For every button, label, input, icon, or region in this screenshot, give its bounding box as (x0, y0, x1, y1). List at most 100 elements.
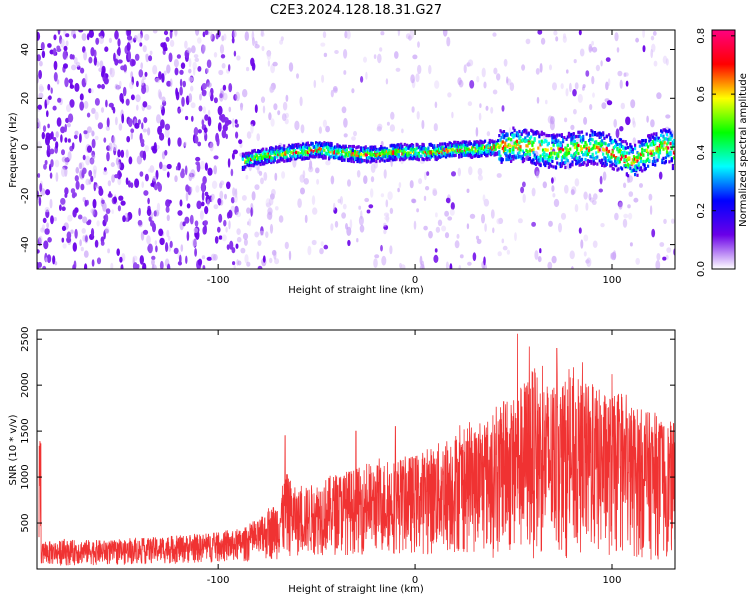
signal-cell (501, 146, 504, 151)
signal-cell (528, 136, 532, 140)
signal-cell (325, 152, 328, 156)
signal-cell (400, 144, 403, 148)
noise-speckle (123, 64, 127, 72)
signal-cell (270, 158, 273, 163)
signal-cell (420, 147, 423, 151)
signal-cell (635, 167, 638, 171)
signal-cell (244, 152, 247, 156)
noise-speckle (144, 145, 149, 152)
signal-cell (436, 156, 439, 160)
noise-speckle (64, 193, 68, 198)
signal-cell (615, 156, 618, 160)
signal-cell (316, 145, 319, 149)
signal-cell (258, 161, 261, 165)
noise-speckle (632, 137, 636, 145)
noise-speckle (53, 60, 58, 71)
noise-speckle (100, 240, 105, 246)
signal-cell (622, 139, 625, 144)
signal-cell (559, 162, 562, 166)
noise-speckle (91, 138, 96, 149)
noise-speckle (73, 57, 78, 65)
y-tick-label: -40 (20, 236, 31, 252)
noise-speckle (55, 131, 59, 138)
noise-speckle (86, 33, 90, 41)
noise-speckle (50, 215, 54, 225)
noise-speckle (183, 141, 187, 147)
noise-speckle (184, 40, 188, 49)
signal-cell (608, 158, 611, 162)
signal-cell (318, 154, 321, 159)
signal-cell (609, 138, 612, 142)
noise-speckle (136, 155, 143, 165)
signal-cell (329, 147, 332, 151)
signal-cell (469, 142, 472, 146)
signal-cell (402, 152, 405, 156)
noise-speckle (38, 84, 44, 91)
signal-cell (243, 154, 246, 158)
signal-cell (534, 130, 537, 135)
noise-speckle (583, 116, 588, 125)
noise-speckle (158, 71, 162, 81)
signal-cell (367, 159, 370, 163)
noise-speckle (320, 241, 324, 247)
noise-speckle (78, 30, 84, 33)
signal-cell (580, 147, 584, 151)
signal-cell (514, 140, 517, 144)
signal-cell (546, 153, 549, 157)
noise-speckle (551, 255, 557, 264)
noise-speckle (222, 84, 227, 91)
signal-cell (305, 150, 308, 154)
signal-cell (657, 150, 660, 154)
signal-cell (506, 155, 509, 159)
signal-cell (624, 154, 627, 159)
signal-cell (344, 146, 347, 150)
signal-cell (474, 149, 477, 153)
signal-cell (439, 142, 442, 146)
noise-speckle (90, 47, 95, 57)
noise-speckle (103, 137, 107, 143)
noise-speckle (275, 206, 279, 211)
spectrogram-y-axis-label: Frequency (Hz) (8, 112, 19, 188)
signal-cell (634, 157, 637, 161)
signal-cell (523, 158, 526, 163)
signal-cell (450, 148, 454, 152)
noise-speckle (126, 42, 131, 52)
signal-cell (546, 134, 549, 138)
signal-cell (512, 151, 515, 155)
signal-cell (333, 151, 337, 155)
signal-cell (305, 142, 308, 146)
signal-cell (530, 160, 533, 164)
signal-cell (544, 160, 547, 164)
noise-speckle (182, 80, 186, 88)
noise-speckle (525, 38, 531, 45)
signal-cell (436, 144, 439, 148)
noise-speckle (152, 175, 157, 182)
signal-cell (443, 146, 446, 151)
signal-cell (498, 134, 501, 138)
signal-cell (538, 159, 541, 163)
noise-speckle (142, 101, 148, 108)
noise-speckle (240, 247, 246, 254)
noise-speckle (228, 83, 233, 93)
signal-cell (579, 145, 582, 149)
signal-cell (400, 142, 403, 146)
noise-speckle (100, 107, 105, 113)
noise-speckle (592, 92, 595, 98)
noise-speckle (193, 54, 199, 59)
noise-speckle (52, 105, 57, 111)
noise-speckle (126, 136, 131, 143)
signal-cell (648, 139, 651, 143)
noise-speckle (620, 102, 625, 110)
noise-speckle (316, 178, 320, 185)
noise-speckle (398, 182, 402, 188)
signal-cell (404, 156, 407, 160)
signal-cell (246, 156, 249, 160)
signal-cell (401, 152, 404, 156)
noise-speckle (477, 174, 483, 181)
signal-cell (541, 153, 545, 157)
signal-cell (292, 148, 295, 153)
noise-speckle (146, 208, 152, 217)
noise-speckle (159, 161, 163, 170)
noise-speckle (188, 58, 192, 68)
signal-cell (570, 139, 573, 143)
